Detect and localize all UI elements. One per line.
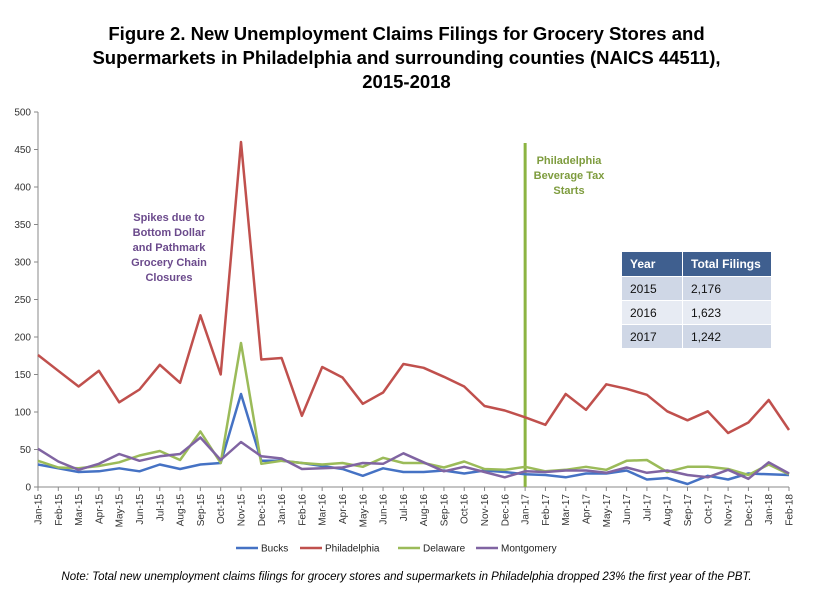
x-tick-label: Nov-17 [724, 494, 735, 527]
table-header-total-filings: Total Filings [682, 251, 772, 277]
legend-label-montgomery: Montgomery [501, 544, 557, 555]
annotation-spikes-line: Spikes due to [133, 212, 205, 224]
table-cell-total: 1,242 [682, 324, 772, 349]
x-tick-label: Nov-15 [236, 494, 247, 527]
x-tick-label: Jul-15 [155, 494, 166, 522]
x-tick-label: Jun-15 [135, 494, 146, 525]
x-tick-label: Feb-17 [541, 494, 552, 526]
x-tick-label: Oct-17 [703, 494, 714, 524]
table-cell-year: 2017 [621, 324, 683, 349]
table-row: 2015 2,176 [621, 276, 772, 301]
x-tick-label: Jan-16 [277, 494, 288, 525]
x-tick-label: Jul-16 [399, 494, 410, 522]
chart-title-line-2: Supermarkets in Philadelphia and surroun… [92, 47, 721, 68]
x-tick-label: Feb-18 [785, 494, 796, 526]
x-tick-label: Sep-17 [683, 494, 694, 527]
x-tick-label: Apr-16 [338, 494, 349, 524]
series-line-bucks [37, 392, 790, 486]
y-tick-label: 200 [14, 333, 31, 344]
chart-title-line-1: Figure 2. New Unemployment Claims Filing… [108, 23, 705, 44]
x-tick-label: Oct-15 [216, 494, 227, 524]
annotation-spikes-line: Bottom Dollar [133, 227, 206, 239]
annotation-beverage-tax-line: Philadelphia [537, 155, 603, 167]
x-tick-label: Sep-16 [439, 494, 450, 527]
x-tick-label: May-16 [358, 494, 369, 528]
legend-label-philadelphia: Philadelphia [325, 544, 380, 555]
legend-label-bucks: Bucks [261, 544, 288, 555]
x-tick-label: Feb-15 [54, 494, 65, 526]
x-tick-label: Jan-17 [521, 494, 532, 525]
x-tick-label: Mar-17 [561, 494, 572, 526]
x-tick-label: Oct-16 [460, 494, 471, 524]
x-tick-label: Mar-15 [74, 494, 85, 526]
table-cell-year: 2015 [621, 276, 683, 301]
table-cell-total: 1,623 [682, 300, 772, 325]
y-tick-label: 100 [14, 408, 31, 419]
x-tick-label: Jun-16 [379, 494, 390, 525]
series-line-delaware [37, 341, 790, 477]
y-axis-ticks: 0 50 100 150 200 250 300 350 400 450 500 [14, 108, 38, 494]
x-tick-label: Mar-16 [318, 494, 329, 526]
x-tick-label: Feb-16 [297, 494, 308, 526]
y-tick-label: 500 [14, 108, 31, 119]
x-tick-label: May-17 [602, 494, 613, 528]
chart-series [37, 140, 791, 486]
annotation-spikes-line: Closures [145, 272, 192, 284]
table-cell-year: 2016 [621, 300, 683, 325]
y-tick-label: 250 [14, 295, 31, 306]
table-header-year: Year [621, 251, 683, 277]
annotation-spikes: Spikes due to Bottom Dollar and Pathmark Gr… [131, 212, 207, 284]
x-tick-label: May-15 [115, 494, 126, 528]
x-tick-label: Dec-15 [257, 494, 268, 527]
total-filings-table: Year Total Filings 2015 2,176 2016 1,623… [621, 251, 772, 349]
x-tick-label: Jan-18 [764, 494, 775, 525]
x-tick-label: Aug-15 [176, 494, 187, 527]
chart-title-line-3: 2015-2018 [362, 71, 451, 92]
chart-annotations: Spikes due to Bottom Dollar and Pathmark Gr… [131, 143, 605, 487]
annotation-beverage-tax: Philadelphia Beverage Tax Starts [534, 155, 606, 197]
x-tick-label: Dec-16 [500, 494, 511, 527]
table-header-row: Year Total Filings [621, 251, 772, 277]
x-tick-label: Apr-17 [582, 494, 593, 524]
chart-title: Figure 2. New Unemployment Claims Filing… [0, 22, 813, 94]
table-row: 2017 1,242 [621, 324, 772, 349]
x-tick-label: Aug-16 [419, 494, 430, 527]
x-tick-label: Nov-16 [480, 494, 491, 527]
y-tick-label: 150 [14, 370, 31, 381]
y-tick-label: 350 [14, 220, 31, 231]
table-cell-total: 2,176 [682, 276, 772, 301]
legend-label-delaware: Delaware [423, 544, 466, 555]
series-line-montgomery [37, 436, 790, 481]
y-tick-label: 300 [14, 258, 31, 269]
x-tick-label: Aug-17 [663, 494, 674, 527]
annotation-beverage-tax-line: Starts [553, 185, 584, 197]
y-tick-label: 400 [14, 183, 31, 194]
y-tick-label: 450 [14, 145, 31, 156]
chart-note: Note: Total new unemployment claims fili… [61, 571, 752, 583]
annotation-spikes-line: Grocery Chain [131, 257, 207, 269]
x-tick-label: Jul-17 [642, 494, 653, 522]
annotation-spikes-line: and Pathmark [133, 242, 207, 254]
x-tick-label: Jun-17 [622, 494, 633, 525]
annotation-beverage-tax-line: Beverage Tax [534, 170, 606, 182]
x-axis-ticks: Jan-15 Feb-15 Mar-15 Apr-15 May-15 Jun-15 Jul-… [34, 487, 796, 527]
chart-legend: Bucks Philadelphia Delaware Montgomery [236, 544, 557, 555]
x-tick-label: Apr-15 [94, 494, 105, 524]
x-tick-label: Jan-15 [34, 494, 45, 525]
y-tick-label: 50 [20, 445, 32, 456]
x-tick-label: Sep-15 [196, 494, 207, 527]
table-row: 2016 1,623 [621, 300, 772, 325]
y-tick-label: 0 [25, 483, 31, 494]
x-tick-label: Dec-17 [744, 494, 755, 527]
series-line-philadelphia [37, 140, 791, 435]
